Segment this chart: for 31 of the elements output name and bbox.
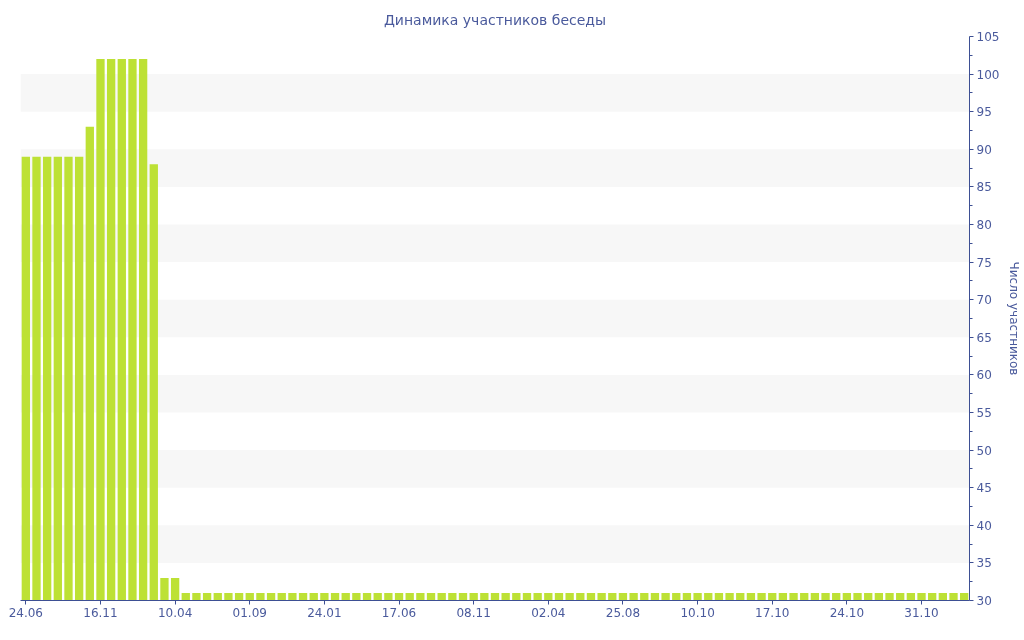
x-tick-label: 25.08 xyxy=(605,605,641,620)
chart-title: Динамика участников беседы xyxy=(383,11,607,28)
x-tick-label: 10.10 xyxy=(680,605,715,620)
y-axis-title: Число участников xyxy=(1007,261,1022,376)
x-tick-label: 16.11 xyxy=(83,605,118,620)
y-tick-label: 100 xyxy=(976,67,1000,82)
x-tick-label: 01.09 xyxy=(232,605,267,620)
x-tick-label: 17.06 xyxy=(381,605,417,620)
y-tick-label: 105 xyxy=(976,30,1000,44)
y-tick-label: 95 xyxy=(976,105,992,120)
y-tick-label: 65 xyxy=(976,330,992,345)
y-tick-label: 70 xyxy=(976,293,992,308)
y-tick-label: 50 xyxy=(976,443,992,458)
x-tick-label: 08.11 xyxy=(456,605,491,620)
y-tick-label: 90 xyxy=(976,142,992,157)
y-tick-label: 40 xyxy=(976,518,992,533)
y-tick-label: 80 xyxy=(976,218,992,232)
y-tick-label: 45 xyxy=(976,481,992,496)
x-tick-label: 24.01 xyxy=(307,605,342,620)
y-tick-label: 85 xyxy=(976,180,992,195)
y-tick-label: 55 xyxy=(976,406,992,420)
x-tick-label: 24.10 xyxy=(829,605,865,620)
y-tick-label: 75 xyxy=(976,255,992,270)
x-tick-label: 31.10 xyxy=(904,605,939,620)
x-tick-label: 24.06 xyxy=(8,605,44,620)
y-tick-label: 35 xyxy=(976,556,992,571)
x-tick-label: 17.10 xyxy=(755,605,790,620)
y-tick-label: 60 xyxy=(976,368,992,383)
x-tick-label: 02.04 xyxy=(531,605,566,620)
y-tick-label: 30 xyxy=(976,594,992,608)
x-tick-label: 10.04 xyxy=(157,605,193,620)
